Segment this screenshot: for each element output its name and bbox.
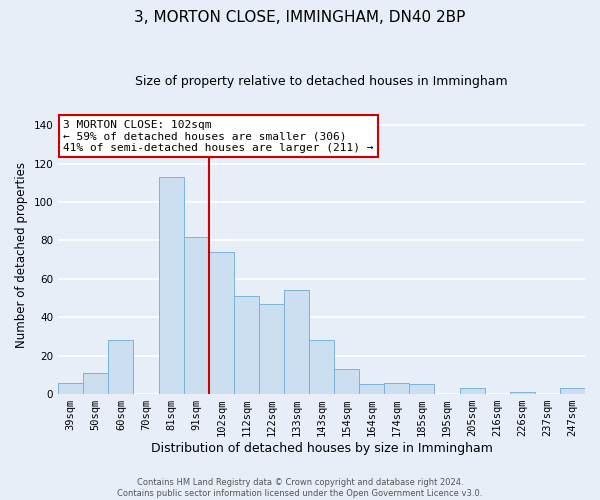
Bar xyxy=(309,340,334,394)
Text: Contains HM Land Registry data © Crown copyright and database right 2024.
Contai: Contains HM Land Registry data © Crown c… xyxy=(118,478,482,498)
Text: 3 MORTON CLOSE: 102sqm
← 59% of detached houses are smaller (306)
41% of semi-de: 3 MORTON CLOSE: 102sqm ← 59% of detached… xyxy=(64,120,374,153)
Bar xyxy=(209,252,234,394)
Bar xyxy=(284,290,309,394)
Text: 3, MORTON CLOSE, IMMINGHAM, DN40 2BP: 3, MORTON CLOSE, IMMINGHAM, DN40 2BP xyxy=(134,10,466,25)
Title: Size of property relative to detached houses in Immingham: Size of property relative to detached ho… xyxy=(135,75,508,88)
Bar xyxy=(334,369,359,394)
Bar xyxy=(460,388,485,394)
X-axis label: Distribution of detached houses by size in Immingham: Distribution of detached houses by size … xyxy=(151,442,493,455)
Bar xyxy=(58,382,83,394)
Bar xyxy=(109,340,133,394)
Bar xyxy=(83,373,109,394)
Bar xyxy=(184,236,209,394)
Y-axis label: Number of detached properties: Number of detached properties xyxy=(15,162,28,348)
Bar xyxy=(158,177,184,394)
Bar xyxy=(234,296,259,394)
Bar xyxy=(385,382,409,394)
Bar xyxy=(560,388,585,394)
Bar xyxy=(409,384,434,394)
Bar xyxy=(510,392,535,394)
Bar xyxy=(259,304,284,394)
Bar xyxy=(359,384,385,394)
